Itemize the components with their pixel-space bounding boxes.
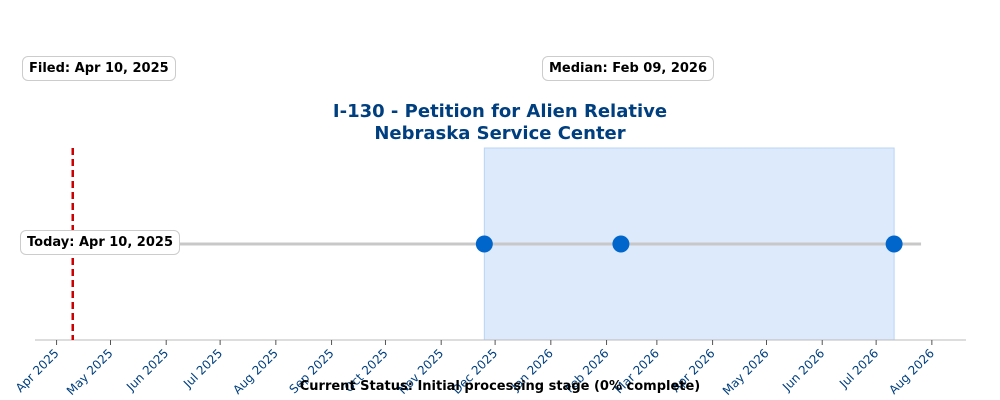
chart-title-line-1: I-130 - Petition for Alien Relative xyxy=(332,101,668,122)
current-status-text: Current Status: Initial processing stage… xyxy=(299,379,701,394)
timeline-point xyxy=(612,235,630,253)
median-date-callout: Median: Feb 09, 2026 xyxy=(542,56,715,81)
timeline-point xyxy=(885,235,903,253)
chart-title-line-2: Nebraska Service Center xyxy=(374,123,626,144)
filed-date-callout: Filed: Apr 10, 2025 xyxy=(22,56,176,81)
timeline-point xyxy=(475,235,493,253)
today-date-callout: Today: Apr 10, 2025 xyxy=(20,230,180,255)
